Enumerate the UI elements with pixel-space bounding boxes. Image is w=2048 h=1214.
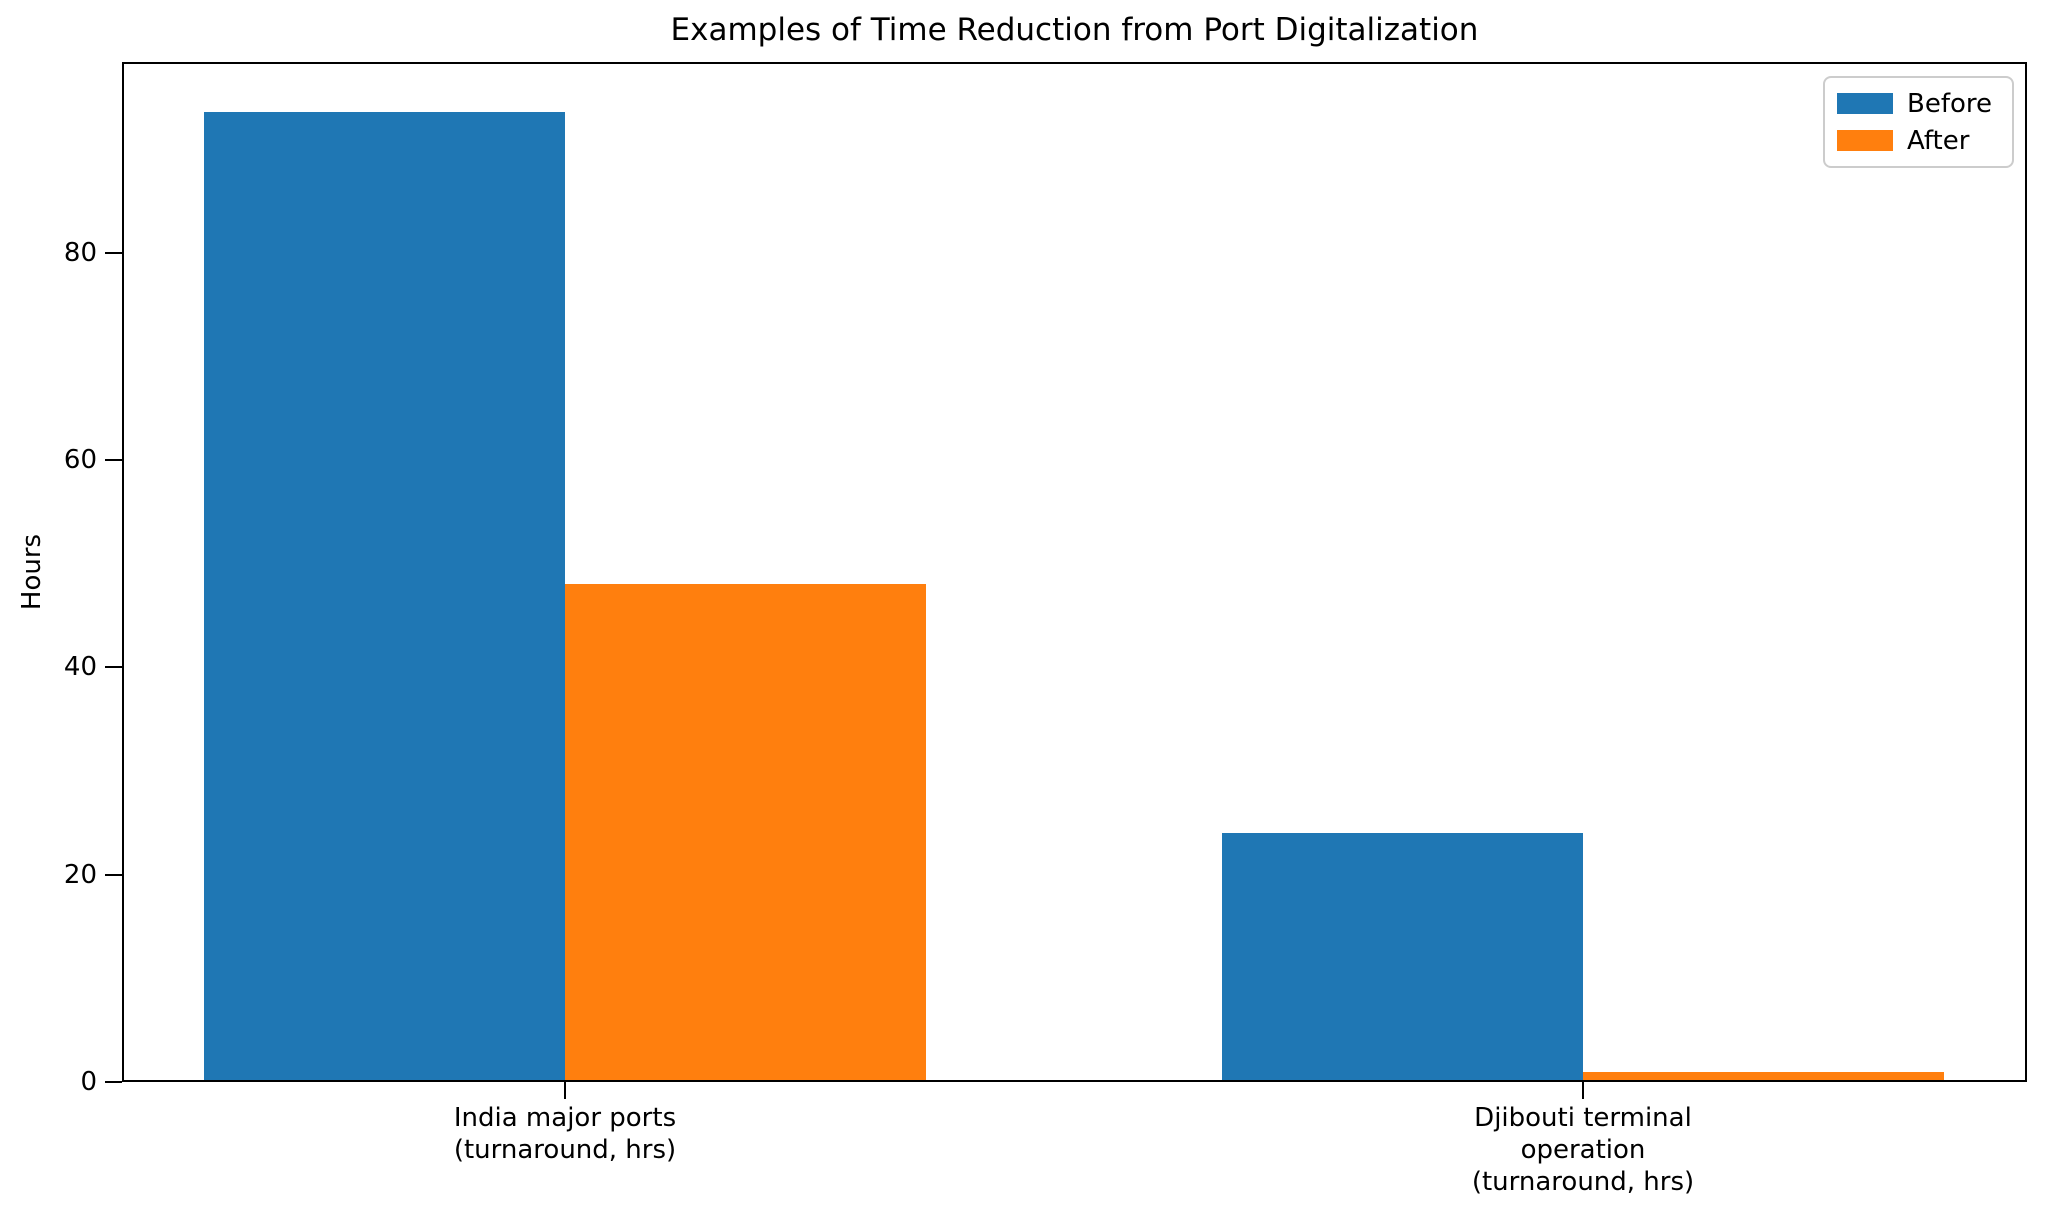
bar-after-1 bbox=[1583, 1071, 1944, 1082]
legend-item-after: After bbox=[1837, 127, 2000, 155]
bar-before-1 bbox=[1222, 833, 1583, 1082]
legend: Before After bbox=[1823, 76, 2014, 168]
y-axis-label: Hours bbox=[17, 533, 47, 611]
y-tick bbox=[105, 251, 122, 254]
legend-label-after: After bbox=[1907, 125, 1970, 156]
y-tick-label: 0 bbox=[80, 1067, 97, 1097]
bar-after-0 bbox=[565, 583, 926, 1082]
legend-swatch-before bbox=[1837, 93, 1893, 114]
x-tick-label: India major ports (turnaround, hrs) bbox=[453, 1103, 677, 1165]
y-tick bbox=[105, 873, 122, 876]
y-tick-label: 40 bbox=[63, 652, 97, 683]
y-tick-label: 60 bbox=[63, 445, 97, 476]
x-tick bbox=[564, 1082, 566, 1099]
legend-label-before: Before bbox=[1907, 88, 1993, 119]
y-tick-label: 80 bbox=[63, 237, 97, 268]
legend-item-before: Before bbox=[1837, 90, 2000, 118]
chart-title: Examples of Time Reduction from Port Dig… bbox=[670, 12, 1479, 48]
y-tick bbox=[105, 1081, 122, 1083]
y-tick-label: 20 bbox=[63, 859, 97, 890]
y-tick bbox=[105, 666, 122, 669]
x-tick-label: Djibouti terminal operation (turnaround,… bbox=[1471, 1103, 1695, 1197]
legend-swatch-after bbox=[1837, 130, 1893, 151]
x-tick bbox=[1582, 1082, 1584, 1099]
bar-before-0 bbox=[204, 111, 565, 1082]
y-tick bbox=[105, 459, 122, 462]
